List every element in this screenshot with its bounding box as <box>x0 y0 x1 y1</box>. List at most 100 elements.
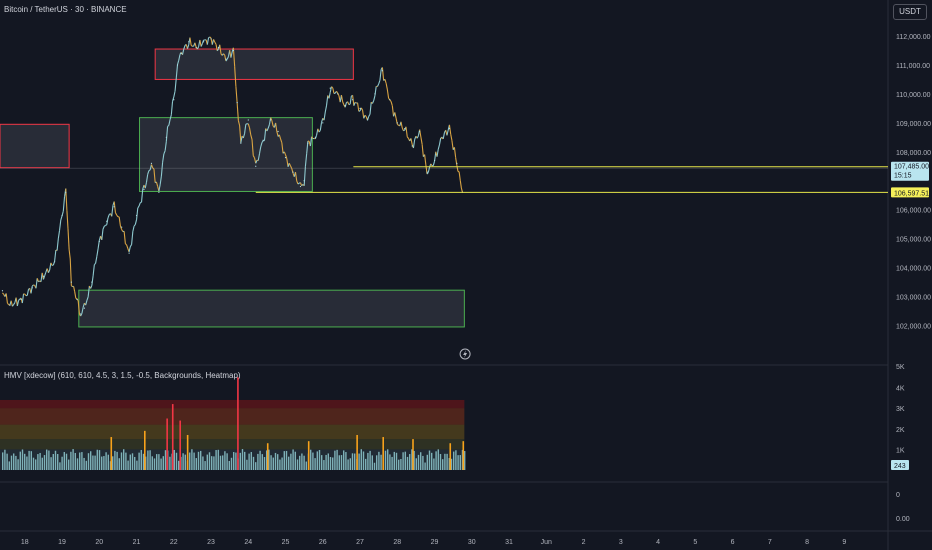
price-segment <box>412 139 416 149</box>
volume-bar <box>39 452 41 470</box>
time-axis-label: 20 <box>95 539 103 546</box>
currency-button[interactable]: USDT <box>893 4 927 20</box>
volume-bar <box>50 457 52 470</box>
price-axis-label: 111,000.00 <box>896 63 930 70</box>
volume-bar <box>259 450 261 470</box>
price-point <box>80 313 82 315</box>
price-segment <box>455 157 458 166</box>
price-point <box>70 281 72 283</box>
volume-bar <box>202 456 204 470</box>
price-segment <box>373 95 376 101</box>
volume-bar <box>431 452 433 470</box>
price-segment <box>224 55 227 62</box>
volume-bar <box>402 452 404 470</box>
price-segment <box>194 42 197 48</box>
price-segment <box>93 262 96 266</box>
volume-bar <box>433 458 435 470</box>
volume-bar <box>365 458 367 470</box>
volume-spike <box>356 434 358 470</box>
volume-spike <box>449 443 452 470</box>
volume-bar <box>65 453 68 470</box>
price-segment <box>2 292 5 295</box>
time-axis-label: 7 <box>768 539 772 546</box>
volume-bar <box>30 451 32 470</box>
price-segment <box>281 142 284 154</box>
volume-bar <box>52 454 54 470</box>
volume-bar <box>204 461 206 470</box>
volume-bar <box>274 452 277 470</box>
time-axis-label: 27 <box>356 539 364 546</box>
price-segment <box>196 46 200 50</box>
axis-badges: 107,485.00 15:15 106,597.51 243 <box>891 161 929 470</box>
price-segment <box>280 138 283 143</box>
price-segment <box>347 101 350 105</box>
price-segment <box>294 172 298 182</box>
volume-spike <box>462 441 465 470</box>
lightning-icon-bolt <box>463 350 468 358</box>
price-segment <box>285 154 288 159</box>
price-point <box>247 119 249 121</box>
price-segment <box>376 83 380 87</box>
price-segment <box>290 165 293 169</box>
price-segment <box>353 102 356 106</box>
current-price-badge: 107,485.00 15:15 <box>891 161 929 181</box>
volume-bar <box>140 449 142 470</box>
price-segment <box>267 124 270 129</box>
volume-bar <box>367 452 369 470</box>
zone-green <box>139 117 313 192</box>
volume-bar <box>444 453 446 470</box>
price-segment <box>159 175 162 185</box>
price-segment <box>133 224 136 227</box>
price-point <box>284 156 287 159</box>
price-axis-label: 108,000.00 <box>896 150 931 157</box>
volume-bar <box>281 457 283 470</box>
price-segment <box>405 126 408 137</box>
price-point <box>240 142 242 144</box>
price-segment <box>158 184 161 192</box>
price-segment <box>421 144 424 157</box>
volume-bar <box>142 453 145 470</box>
price-segment <box>406 136 409 139</box>
volume-bar <box>246 459 248 470</box>
price-point <box>374 93 376 95</box>
price-point <box>143 188 145 191</box>
volume-bar <box>294 451 296 470</box>
level-lines <box>0 166 888 360</box>
price-segment <box>57 230 61 239</box>
time-axis-label: 19 <box>58 539 66 546</box>
price-segment <box>250 134 253 140</box>
price-point <box>411 145 413 147</box>
volume-bar <box>327 453 329 470</box>
price-segment <box>386 89 390 99</box>
price-segment <box>91 275 94 286</box>
volume-bar <box>439 453 442 470</box>
volume-bar <box>112 456 114 470</box>
price-segment <box>276 131 279 137</box>
price-series <box>1 36 464 317</box>
price-segment <box>434 151 437 162</box>
volume-bar <box>272 457 274 470</box>
price-point <box>165 136 167 138</box>
price-segment <box>169 114 172 120</box>
volume-bar <box>70 451 72 470</box>
price-segment <box>361 109 365 119</box>
price-segment <box>416 135 419 139</box>
volume-bar <box>164 450 167 470</box>
volume-bar <box>59 462 61 470</box>
zone-green <box>78 289 465 328</box>
price-segment <box>170 101 174 115</box>
volume-bar <box>98 450 101 470</box>
price-segment <box>5 293 8 304</box>
price-segment <box>297 182 300 185</box>
price-segment <box>71 285 73 287</box>
volume-bar <box>235 452 237 470</box>
price-segment <box>150 164 154 169</box>
price-point <box>419 130 421 133</box>
volume-bar <box>57 454 59 470</box>
price-segment <box>325 95 329 106</box>
price-axis-label: 106,000.00 <box>896 208 931 215</box>
price-segment <box>31 284 34 287</box>
price-segment <box>251 139 254 156</box>
volume-bar <box>96 449 98 470</box>
